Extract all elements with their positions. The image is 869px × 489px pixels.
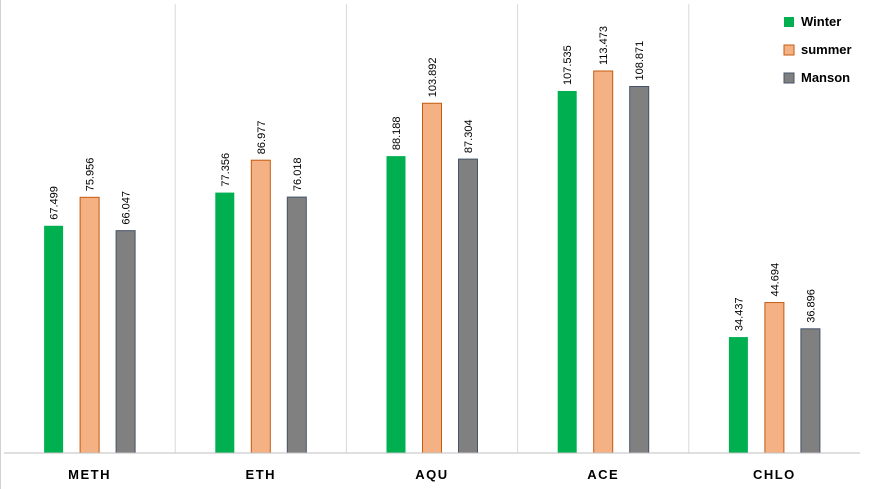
bar-winter-ace — [557, 90, 577, 453]
legend-label-summer: summer — [801, 42, 852, 57]
data-label: 76.018 — [292, 157, 304, 191]
bars — [44, 70, 821, 454]
legend-swatch-manson — [783, 72, 795, 84]
x-tick-label: ETH — [246, 467, 277, 482]
data-label: 87.304 — [463, 119, 475, 153]
x-tick-label: AQU — [415, 467, 448, 482]
data-label: 77.356 — [220, 153, 232, 187]
bar-summer-meth — [79, 196, 100, 454]
legend-label-manson: Manson — [801, 70, 850, 85]
bar-summer-chlo — [764, 302, 785, 454]
data-label: 107.535 — [562, 45, 574, 85]
data-label: 108.871 — [634, 41, 646, 81]
category-separators — [174, 4, 690, 453]
x-tick-labels: METH ETH AQU ACE CHLO — [68, 467, 796, 482]
data-label: 75.956 — [85, 158, 97, 192]
bar-winter-eth — [215, 192, 235, 453]
bar-manson-meth — [115, 230, 136, 454]
bar-manson-ace — [629, 85, 650, 454]
x-tick-label: ACE — [587, 467, 619, 482]
legend-label-winter: Winter — [801, 14, 841, 29]
bar-summer-eth — [250, 159, 271, 454]
data-label: 34.437 — [733, 297, 745, 331]
data-label: 113.473 — [598, 26, 610, 65]
data-label: 36.896 — [805, 289, 817, 323]
bar-manson-chlo — [800, 328, 821, 454]
bar-winter-chlo — [728, 337, 748, 453]
data-label: 66.047 — [121, 191, 133, 225]
data-label: 88.188 — [391, 116, 403, 150]
bar-manson-aqu — [458, 158, 478, 454]
bar-summer-ace — [593, 70, 614, 454]
x-tick-label: METH — [68, 467, 111, 482]
bar-winter-meth — [44, 225, 64, 453]
data-labels: 67.499 75.956 66.047 77.356 86.977 76.018 88.1… — [49, 26, 818, 331]
data-label: 44.694 — [769, 263, 781, 297]
x-tick-label: CHLO — [753, 467, 796, 482]
bar-summer-aqu — [422, 102, 442, 454]
data-label: 86.977 — [256, 121, 268, 155]
legend: Winter summer Manson — [783, 14, 852, 85]
data-label: 103.892 — [427, 57, 439, 97]
data-label: 67.499 — [49, 186, 61, 220]
legend-swatch-summer — [783, 44, 795, 56]
bar-winter-aqu — [386, 156, 406, 453]
legend-swatch-winter — [784, 17, 794, 27]
bar-manson-eth — [286, 196, 307, 454]
